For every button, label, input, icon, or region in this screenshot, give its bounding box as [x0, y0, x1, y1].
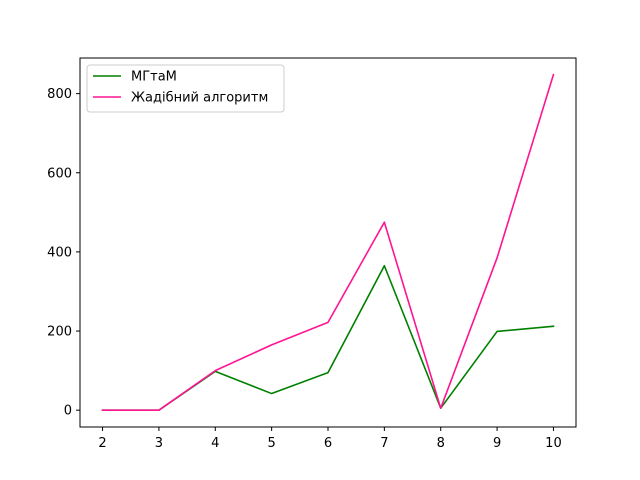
legend-label-1: Жадібний алгоритм — [131, 91, 268, 106]
x-tick-label: 10 — [545, 436, 562, 451]
legend: МГтаМ Жадібний алгоритм — [86, 64, 285, 113]
y-tick-label: 800 — [47, 87, 72, 102]
x-tick-label: 8 — [437, 436, 445, 451]
x-tick-label: 6 — [324, 436, 332, 451]
legend-box — [86, 64, 285, 113]
y-tick-label: 0 — [64, 404, 72, 419]
y-axis: 0 200 400 600 800 — [47, 87, 80, 419]
x-tick-label: 4 — [211, 436, 219, 451]
legend-label-0: МГтаМ — [131, 70, 177, 85]
y-tick-label: 400 — [47, 245, 72, 260]
x-tick-label: 5 — [267, 436, 275, 451]
y-tick-label: 200 — [47, 325, 72, 340]
x-tick-label: 7 — [380, 436, 388, 451]
x-tick-label: 2 — [98, 436, 106, 451]
series-layer — [101, 73, 555, 411]
x-axis: 2 3 4 5 6 7 8 9 10 — [98, 427, 562, 451]
series-line-1 — [101, 73, 555, 411]
plot-background — [80, 58, 576, 427]
y-tick-label: 600 — [47, 166, 72, 181]
x-tick-label: 3 — [155, 436, 163, 451]
x-tick-label: 9 — [493, 436, 501, 451]
